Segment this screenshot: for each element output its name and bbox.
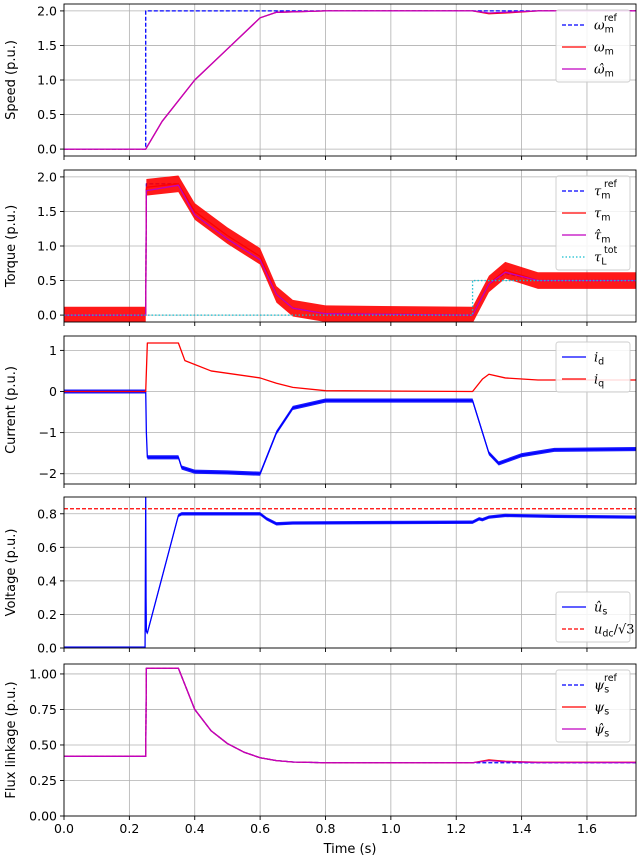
series-3-line [64,667,636,764]
y-tick-label: 1.00 [29,666,57,681]
x-tick-label: 0.4 [185,821,205,836]
legend: id iq [555,341,631,393]
legend-entry-label: ûs [594,601,607,618]
y-axis-label: Flux linkage (p.u.) [4,681,19,798]
series-4-line [64,279,636,316]
legend-entry-label: τ̂m [594,229,610,246]
y-tick-label: 0.75 [29,702,57,717]
legend-entry-superscript: ref [604,13,618,24]
y-tick-label: 1.5 [37,204,57,219]
legend-entry-label: ω̂m [594,63,614,80]
series-2-line [64,183,636,316]
y-axis-label: Current (p.u.) [4,366,19,454]
y-tick-label: 0.50 [29,737,57,752]
series-1-ripple-band [64,497,636,648]
legend-entry-label: τm [594,207,610,224]
legend-box [555,341,631,393]
subplot-3: −2 −1 0 1 Current (p.u.) id iq [4,335,637,488]
legend-entry-label: ψs [594,679,609,696]
series-3-line [64,184,636,316]
legend-entry-label: iq [594,373,604,390]
y-tick-label: 0.0 [37,308,57,323]
y-tick-label: 0.25 [29,773,57,788]
x-tick-label: 0.0 [54,821,74,836]
y-tick-label: 0.6 [37,540,57,555]
x-tick-label: 0.8 [316,821,336,836]
legend-entry-label: ψs [594,701,609,718]
series-3-line [64,10,636,150]
gridlines [63,336,636,484]
y-tick-label: −1 [39,425,57,440]
x-tick-label: 1.2 [446,821,466,836]
y-tick-label: 0.8 [37,506,57,521]
plot-area [64,175,636,322]
subplot-4: 0.0 0.2 0.4 0.6 0.8 Voltage (p.u.) ûs udc/√3 [4,496,637,656]
y-tick-label: −2 [39,466,57,481]
legend-entry-label: τm [594,185,610,202]
series-2-line [64,342,636,393]
legend-entry-superscript: tot [604,245,618,256]
x-tick-label: 0.2 [119,821,139,836]
legend-entry-superscript: ref [604,179,618,190]
y-tick-label: 0.2 [37,607,57,622]
legend-entry-label: ωm [594,41,614,58]
axes-frame [63,335,637,485]
x-tick-label: 1.6 [577,821,597,836]
legend-entry-superscript: ref [604,673,618,684]
y-tick-label: 0.00 [29,809,57,824]
legend: ûs udc/√3 [555,591,635,643]
y-tick-label: 1.0 [37,239,57,254]
y-tick-label: 1.5 [37,38,57,53]
y-tick-label: 0.5 [37,107,57,122]
series-1-line [64,390,636,475]
y-axis-label: Torque (p.u.) [4,205,19,288]
plot-area [64,342,636,476]
series-2-ripple-band [64,175,636,322]
legend-box [555,9,631,83]
x-tick-label: 1.0 [381,821,401,836]
plot-area [64,497,636,648]
legend-entry-label: ψ̂s [594,723,609,740]
y-tick-label: 2.0 [37,3,57,18]
y-axis-label: Voltage (p.u.) [4,529,19,617]
axes-frame [63,663,637,817]
y-tick-label: 0.5 [37,273,57,288]
legend-entry-label: udc/√3 [594,623,635,640]
series-1-line [64,667,636,764]
gridlines [63,664,636,817]
plot-area [64,10,636,150]
series-1-line [64,183,636,316]
plot-area [64,667,636,764]
y-tick-label: 0.0 [37,641,57,656]
y-tick-label: 2.0 [37,169,57,184]
x-tick-label: 1.4 [512,821,532,836]
legend-box [555,175,631,271]
x-axis-label: Time (s) [323,842,377,857]
x-tick-label: 0.6 [250,821,270,836]
series-1-line [64,497,636,648]
legend-entry-label: τL [594,251,607,268]
y-tick-label: 0.0 [37,142,57,157]
gridlines [63,4,636,156]
legend-box [555,669,631,743]
series-2-line [64,667,636,764]
y-axis-label: Speed (p.u.) [4,40,19,120]
y-tick-label: 0 [49,384,57,399]
axes-frame [63,496,637,649]
legend-entry-label: ωm [594,19,614,36]
subplot-5: 0.00 0.25 0.50 0.75 1.00 0.0 0.2 0.4 0.6 0.8 1.0 1.… [4,663,637,857]
y-tick-label: 1 [49,343,57,358]
legend-entry-label: id [594,351,604,368]
y-tick-label: 0.4 [37,573,57,588]
y-tick-label: 1.0 [37,73,57,88]
